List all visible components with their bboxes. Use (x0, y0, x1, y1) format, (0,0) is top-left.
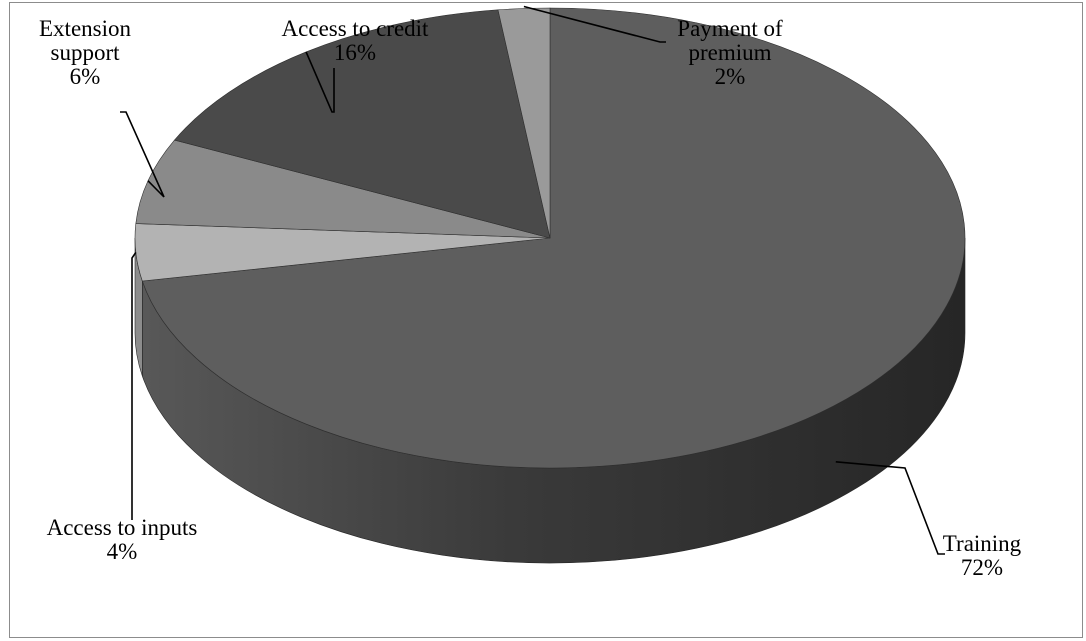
label-access-to-inputs-pct: 4% (106, 539, 138, 564)
leader-lines (120, 5, 945, 555)
label-access-to-credit: Access to credit 16% (240, 17, 470, 65)
slice-payment-of-premium (497, 7, 551, 239)
leader-line-access-to-credit (305, 51, 335, 113)
label-payment-of-premium-name2: premium (688, 40, 772, 65)
label-payment-of-premium: Payment of premium 2% (650, 17, 810, 89)
leader-line-training (835, 461, 945, 555)
label-extension-support-pct: 6% (69, 64, 101, 89)
label-access-to-inputs: Access to inputs 4% (10, 516, 234, 564)
label-access-to-credit-name: Access to credit (281, 16, 429, 41)
label-extension-support-name1: Extension (39, 16, 131, 41)
leader-line-access-to-inputs (131, 251, 137, 520)
label-training-pct: 72% (960, 555, 1004, 580)
label-payment-of-premium-name1: Payment of (677, 16, 783, 41)
label-extension-support-name2: support (50, 40, 120, 65)
label-payment-of-premium-pct: 2% (714, 64, 746, 89)
label-access-to-credit-pct: 16% (333, 40, 377, 65)
pie-slices (134, 7, 966, 469)
leader-line-extension-support (120, 111, 165, 198)
leader-line-payment-of-premium (523, 5, 666, 43)
slice-training (141, 7, 966, 469)
label-access-to-inputs-name: Access to inputs (46, 515, 198, 540)
label-training: Training 72% (912, 532, 1052, 580)
label-extension-support: Extension support 6% (20, 17, 150, 89)
label-training-name: Training (942, 531, 1022, 556)
